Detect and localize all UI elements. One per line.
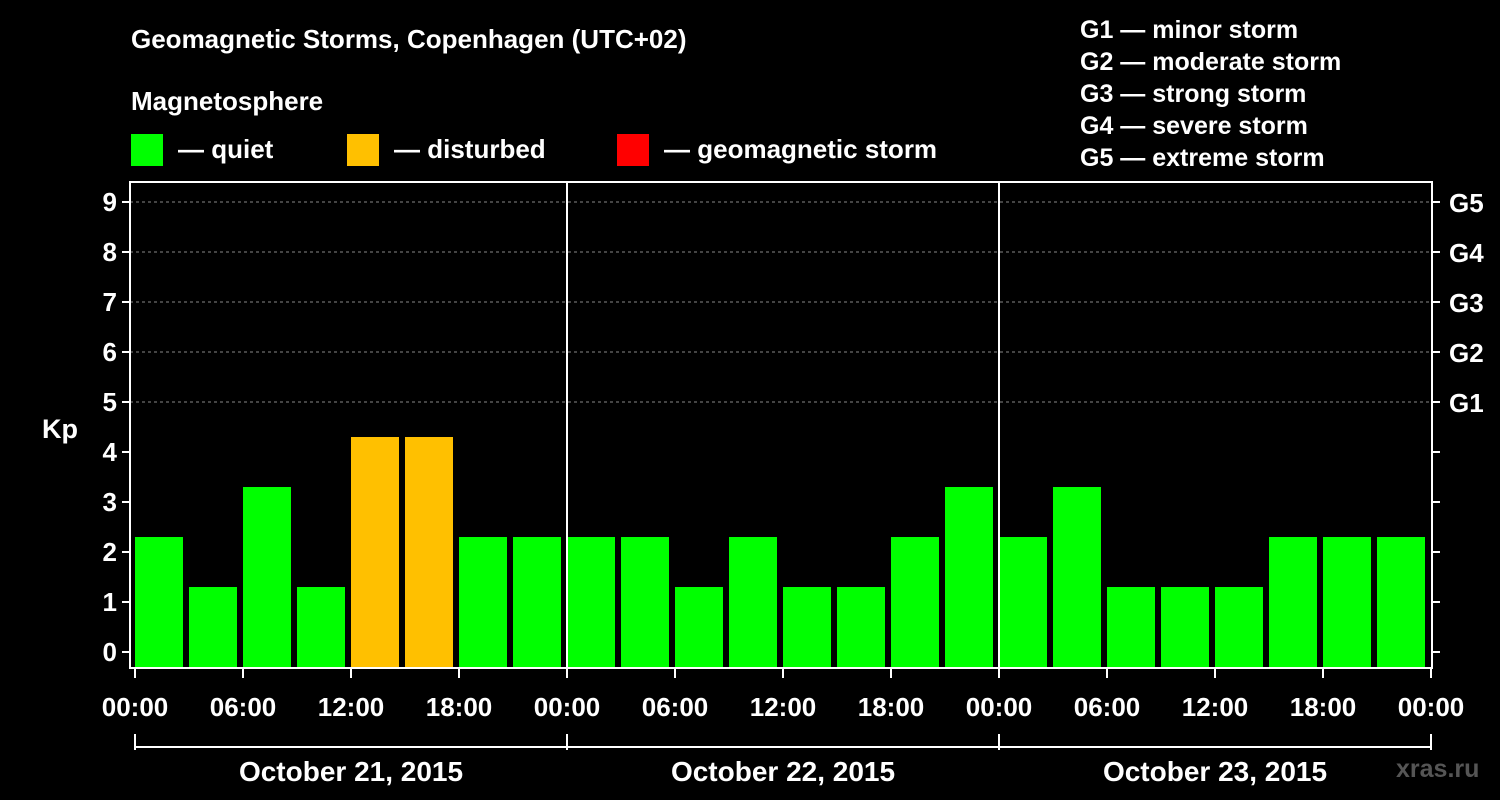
x-tick-label: 12:00 bbox=[318, 692, 385, 722]
kp-bar bbox=[945, 487, 993, 668]
legend-label-quiet: — quiet bbox=[178, 134, 274, 164]
storm-scale-g1: G1 — minor storm bbox=[1080, 16, 1299, 44]
x-tick-label: 18:00 bbox=[426, 692, 493, 722]
y-tick-label: 8 bbox=[103, 237, 117, 267]
kp-bar bbox=[783, 587, 831, 668]
y-tick-label: 7 bbox=[103, 287, 117, 317]
kp-bar bbox=[891, 537, 939, 668]
kp-bar bbox=[729, 537, 777, 668]
legend-title: Magnetosphere bbox=[131, 86, 324, 116]
kp-bar bbox=[1377, 537, 1425, 668]
kp-bar bbox=[243, 487, 291, 668]
x-tick-label: 06:00 bbox=[210, 692, 277, 722]
y-tick-label: 0 bbox=[103, 637, 117, 667]
kp-bar bbox=[1161, 587, 1209, 668]
plot-frame bbox=[129, 181, 1433, 669]
kp-bar bbox=[1053, 487, 1101, 668]
storm-level-label: G1 bbox=[1449, 388, 1484, 418]
kp-bar bbox=[1215, 587, 1263, 668]
legend-label-disturbed: — disturbed bbox=[394, 134, 546, 164]
kp-bar bbox=[1323, 537, 1371, 668]
y-tick-label: 1 bbox=[103, 587, 117, 617]
storm-scale-g2: G2 — moderate storm bbox=[1080, 48, 1342, 76]
x-tick-label: 18:00 bbox=[1290, 692, 1357, 722]
x-tick-label: 18:00 bbox=[858, 692, 925, 722]
kp-bar bbox=[351, 437, 399, 668]
kp-bar bbox=[837, 587, 885, 668]
kp-bar bbox=[405, 437, 453, 668]
day-label: October 22, 2015 bbox=[671, 756, 895, 787]
storm-level-label: G5 bbox=[1449, 188, 1484, 218]
x-tick-label: 12:00 bbox=[1182, 692, 1249, 722]
x-tick-label: 00:00 bbox=[1398, 692, 1465, 722]
kp-bar bbox=[999, 537, 1047, 668]
kp-bar bbox=[513, 537, 561, 668]
legend-swatch-storm bbox=[617, 134, 649, 166]
x-tick-label: 00:00 bbox=[534, 692, 601, 722]
storm-scale-g4: G4 — severe storm bbox=[1080, 112, 1308, 140]
storm-level-label: G3 bbox=[1449, 288, 1484, 318]
x-tick-label: 00:00 bbox=[102, 692, 169, 722]
kp-bar bbox=[189, 587, 237, 668]
x-tick-label: 06:00 bbox=[1074, 692, 1141, 722]
storm-scale-g5: G5 — extreme storm bbox=[1080, 144, 1325, 172]
kp-bar bbox=[621, 537, 669, 668]
x-tick-label: 06:00 bbox=[642, 692, 709, 722]
y-tick-label: 9 bbox=[103, 187, 117, 217]
storm-level-label: G2 bbox=[1449, 338, 1484, 368]
kp-bar bbox=[135, 537, 183, 668]
kp-bar bbox=[297, 587, 345, 668]
y-tick-label: 3 bbox=[103, 487, 117, 517]
y-axis-label: Kp bbox=[42, 414, 78, 444]
chart-title: Geomagnetic Storms, Copenhagen (UTC+02) bbox=[131, 24, 687, 54]
kp-bar bbox=[1107, 587, 1155, 668]
y-tick-label: 6 bbox=[103, 337, 117, 367]
kp-bar bbox=[567, 537, 615, 668]
legend-swatch-quiet bbox=[131, 134, 163, 166]
kp-bar bbox=[1269, 537, 1317, 668]
storm-scale-g3: G3 — strong storm bbox=[1080, 80, 1307, 108]
y-tick-label: 4 bbox=[103, 437, 118, 467]
storm-level-label: G4 bbox=[1449, 238, 1484, 268]
site-credit: xras.ru bbox=[1396, 755, 1480, 783]
kp-bar bbox=[459, 537, 507, 668]
kp-bar bbox=[675, 587, 723, 668]
legend-swatch-disturbed bbox=[347, 134, 379, 166]
day-label: October 21, 2015 bbox=[239, 756, 463, 787]
x-tick-label: 12:00 bbox=[750, 692, 817, 722]
day-label: October 23, 2015 bbox=[1103, 756, 1327, 787]
legend-label-storm: — geomagnetic storm bbox=[664, 134, 938, 164]
x-tick-label: 00:00 bbox=[966, 692, 1033, 722]
y-tick-label: 2 bbox=[103, 537, 117, 567]
y-tick-label: 5 bbox=[103, 387, 117, 417]
